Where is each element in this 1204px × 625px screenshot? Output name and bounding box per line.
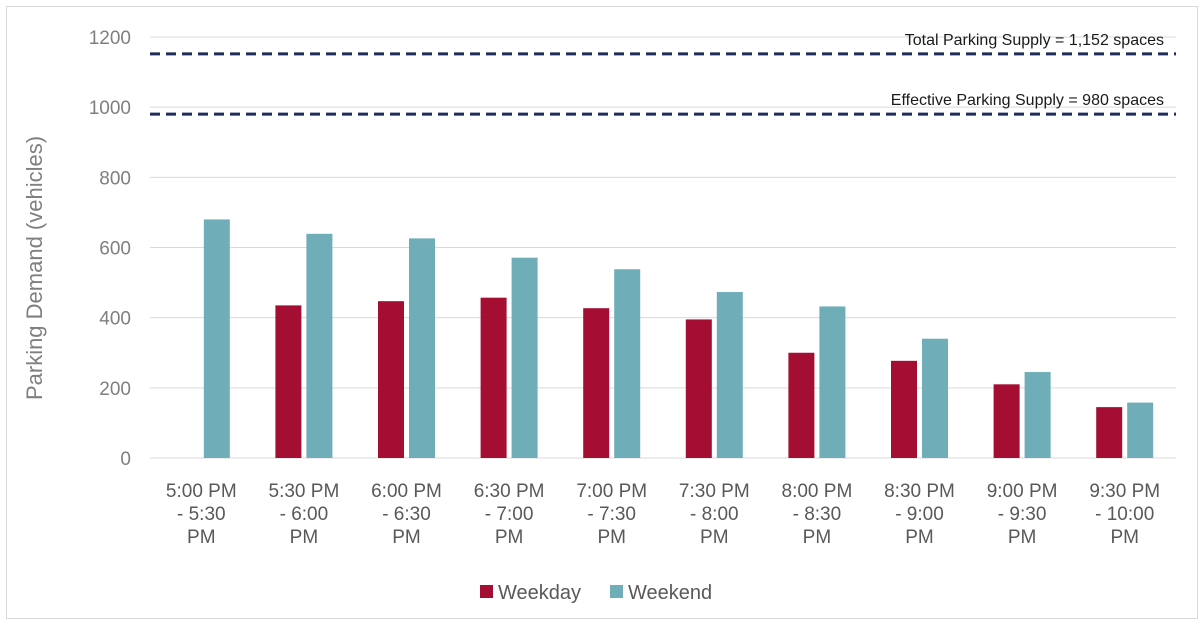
x-category-label: 7:30 PM - 8:00 PM <box>679 481 750 548</box>
bars <box>203 219 1154 458</box>
x-category-line: - 8:00 <box>690 504 739 525</box>
legend-label-weekday: Weekday <box>498 582 581 604</box>
reference-lines: Total Parking Supply = 1,152 spaces Effec… <box>150 32 1176 116</box>
x-category-label: 6:30 PM - 7:00 PM <box>474 481 545 548</box>
x-category-line: PM <box>495 527 524 548</box>
bar-weekday-6 <box>685 319 712 458</box>
x-category-line: 9:30 PM <box>1089 481 1160 502</box>
reference-line-label: Effective Parking Supply = 980 spaces <box>891 92 1164 109</box>
x-category-line: PM <box>290 527 319 548</box>
bar-weekend-2 <box>306 233 333 458</box>
y-tick-label: 1200 <box>89 28 131 49</box>
y-tick-label: 600 <box>99 239 131 260</box>
x-category-line: 7:30 PM <box>679 481 750 502</box>
x-category-line: 6:30 PM <box>474 481 545 502</box>
x-category-line: PM <box>905 527 934 548</box>
bar-weekend-3 <box>409 238 435 458</box>
x-category-label: 8:00 PM - 8:30 PM <box>782 481 853 548</box>
x-category-line: PM <box>187 527 216 548</box>
x-category-label: 9:00 PM - 9:30 PM <box>987 481 1058 548</box>
bar-weekend-6 <box>716 292 743 458</box>
reference-line-label: Total Parking Supply = 1,152 spaces <box>905 32 1164 49</box>
bar-weekend-5 <box>614 269 641 458</box>
x-category-line: - 6:00 <box>280 504 329 525</box>
x-category-line: 6:00 PM <box>371 481 442 502</box>
x-category-line: 9:00 PM <box>987 481 1058 502</box>
bar-weekend-9 <box>1024 372 1051 458</box>
legend-swatch-weekday <box>480 585 493 598</box>
bar-weekend-1 <box>203 219 230 458</box>
x-category-line: PM <box>803 527 832 548</box>
bar-weekend-10 <box>1127 402 1154 458</box>
x-category-label: 9:30 PM - 10:00 PM <box>1089 481 1160 548</box>
bar-weekday-5 <box>583 308 610 458</box>
y-tick-label: 400 <box>99 309 131 330</box>
bar-weekday-9 <box>993 384 1020 458</box>
x-category-line: PM <box>597 527 626 548</box>
y-tick-label: 1000 <box>89 98 131 119</box>
bar-weekday-3 <box>378 301 404 458</box>
x-category-line: 5:30 PM <box>269 481 340 502</box>
x-category-line: - 7:00 <box>485 504 534 525</box>
y-axis-label: Parking Demand (vehicles) <box>22 136 47 400</box>
x-category-line: 7:00 PM <box>576 481 647 502</box>
x-category-line: PM <box>1110 527 1139 548</box>
x-category-line: PM <box>1008 527 1037 548</box>
x-category-line: - 10:00 <box>1095 504 1154 525</box>
x-category-line: PM <box>392 527 421 548</box>
bar-weekday-2 <box>275 305 302 458</box>
x-category-line: 8:30 PM <box>884 481 955 502</box>
x-category-line: - 5:30 <box>177 504 226 525</box>
bar-weekend-7 <box>819 306 846 458</box>
bar-weekday-4 <box>480 297 507 458</box>
x-category-line: 5:00 PM <box>166 481 237 502</box>
y-axis-ticks: 0 200 400 600 800 1000 1200 <box>89 28 131 470</box>
x-category-label: 7:00 PM - 7:30 PM <box>576 481 647 548</box>
x-category-line: - 9:00 <box>895 504 944 525</box>
x-category-label: 5:30 PM - 6:00 PM <box>269 481 340 548</box>
bar-weekday-10 <box>1096 407 1123 458</box>
x-category-line: 8:00 PM <box>782 481 853 502</box>
bar-weekday-7 <box>788 352 815 458</box>
y-tick-label: 800 <box>99 168 131 189</box>
y-tick-label: 0 <box>120 449 131 470</box>
legend-label-weekend: Weekend <box>628 582 712 604</box>
bar-weekday-8 <box>891 360 917 458</box>
x-category-label: 5:00 PM - 5:30 PM <box>166 481 237 548</box>
x-category-label: 6:00 PM - 6:30 PM <box>371 481 442 548</box>
bar-weekend-4 <box>511 257 538 458</box>
x-category-line: - 9:30 <box>998 504 1047 525</box>
x-category-line: - 7:30 <box>587 504 636 525</box>
bar-weekend-8 <box>922 338 948 458</box>
y-tick-label: 200 <box>99 379 131 400</box>
x-axis-categories: 5:00 PM - 5:30 PM5:30 PM - 6:00 PM6:00 PM - 6… <box>166 481 1160 548</box>
x-category-line: PM <box>700 527 729 548</box>
x-category-line: - 6:30 <box>382 504 431 525</box>
x-category-label: 8:30 PM - 9:00 PM <box>884 481 955 548</box>
x-category-line: - 8:30 <box>793 504 842 525</box>
legend-swatch-weekend <box>610 585 623 598</box>
legend: Weekday Weekend <box>480 582 712 604</box>
